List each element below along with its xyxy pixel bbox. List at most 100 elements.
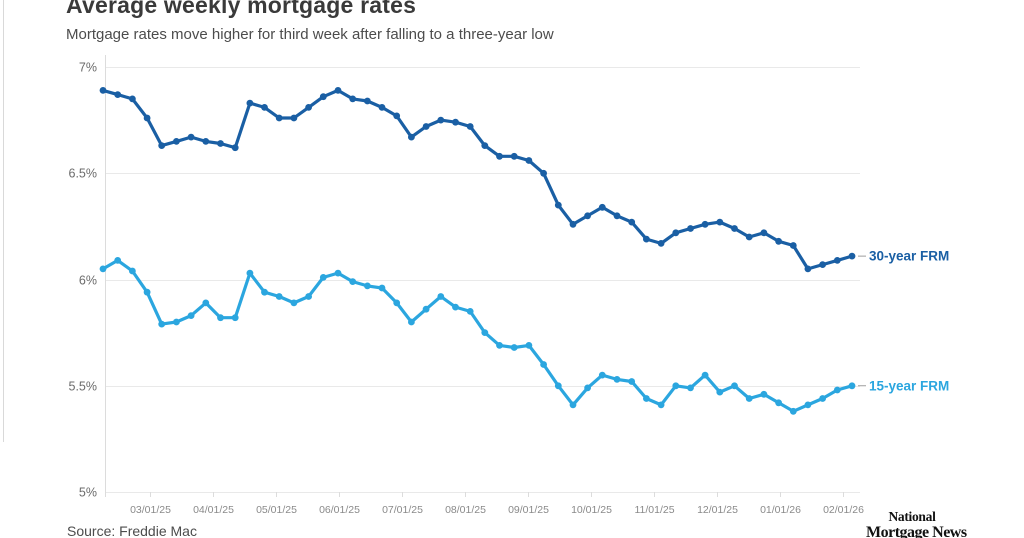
30-year-frm-point [319, 93, 327, 101]
x-tick-label: 07/01/25 [382, 504, 423, 516]
30-year-frm-point [246, 99, 254, 107]
x-tick-label: 10/01/25 [571, 504, 612, 516]
30-year-frm-point [760, 229, 768, 237]
15-year-frm-point [613, 376, 621, 383]
30-year-frm-point [775, 237, 782, 245]
logo-line-2: Mortgage News [866, 523, 967, 538]
15-year-frm-point [628, 378, 636, 385]
15-year-frm-point [275, 293, 283, 300]
15-year-frm-point [305, 293, 312, 300]
15-year-frm-point [202, 299, 210, 307]
series-15-year-frm: 15-year FRM [99, 257, 949, 415]
15-year-frm-point [334, 269, 342, 277]
x-axis-labels: 03/01/25 04/01/25 05/01/25 06/01/25 07/01/25… [130, 504, 864, 516]
15-year-frm-point [378, 284, 386, 292]
15-year-frm-point [760, 390, 768, 398]
15-year-frm-point [173, 318, 180, 326]
30-year-frm-point [481, 142, 489, 150]
15-year-frm-point [290, 299, 298, 307]
chart-title: Average weekly mortgage rates [66, 0, 417, 18]
15-year-frm-point [701, 371, 709, 379]
30-year-frm-point [525, 157, 533, 164]
30-year-frm-point [540, 169, 547, 177]
30-year-frm-point [114, 91, 122, 98]
30-year-frm-point [496, 152, 503, 160]
15-year-frm-legend-label: 15-year FRM [869, 378, 949, 393]
30-year-frm-point [613, 212, 621, 220]
chart-subtitle: Mortgage rates move higher for third wee… [66, 26, 554, 43]
source-label: Source: Freddie Mac [67, 523, 197, 538]
30-year-frm-point [731, 225, 738, 232]
15-year-frm-point [481, 329, 489, 336]
30-year-frm-point [231, 144, 239, 152]
30-year-frm-point [833, 257, 841, 264]
logo-line-1: National [888, 509, 936, 524]
15-year-frm-point [143, 288, 151, 296]
y-tick-label: 5% [79, 486, 97, 500]
30-year-frm-point [99, 87, 107, 94]
x-tick-label: 03/01/25 [130, 504, 171, 516]
y-tick-label: 5.5% [69, 380, 98, 394]
30-year-frm-point [584, 212, 591, 220]
15-year-frm-point [217, 314, 224, 322]
x-tick-label: 12/01/25 [697, 504, 738, 516]
x-tick-label: 06/01/25 [319, 504, 360, 516]
15-year-frm-line [101, 258, 854, 413]
15-year-frm-point [833, 386, 841, 394]
left-edge-divider [3, 0, 4, 442]
15-year-frm-point [158, 320, 166, 328]
15-year-frm-point [598, 371, 606, 379]
x-tick-label: 09/01/25 [508, 504, 549, 516]
30-year-frm-point [672, 229, 680, 237]
30-year-frm-point [187, 133, 195, 141]
30-year-frm-point [202, 138, 210, 145]
30-year-frm-point [364, 97, 371, 105]
15-year-frm-point [422, 305, 430, 313]
30-year-frm-point [143, 114, 151, 122]
15-year-frm-point [261, 288, 268, 296]
y-tick-label: 7% [79, 61, 97, 75]
15-year-frm-point [466, 308, 474, 315]
15-year-frm-point [569, 401, 577, 409]
gridlines [105, 67, 860, 493]
30-year-frm-point [745, 233, 753, 241]
30-year-frm-point [393, 112, 401, 120]
15-year-frm-point [584, 384, 591, 392]
30-year-frm-point [789, 242, 797, 249]
15-year-frm-point [231, 314, 239, 322]
series-30-year-frm: 30-year FRM [99, 87, 949, 273]
15-year-frm-point [408, 318, 415, 326]
30-year-frm-point [510, 152, 518, 160]
15-year-frm-point [554, 382, 562, 390]
30-year-frm-point [129, 95, 136, 103]
30-year-frm-point [173, 138, 180, 145]
15-year-frm-point [804, 401, 812, 409]
15-year-frm-point [496, 342, 503, 349]
15-year-frm-point [819, 395, 826, 402]
15-year-frm-point [848, 382, 856, 390]
y-tick-label: 6.5% [69, 167, 98, 181]
30-year-frm-point [275, 114, 283, 122]
x-tick-label: 02/01/26 [823, 504, 864, 516]
30-year-frm-point [349, 95, 357, 103]
15-year-frm-point [99, 265, 107, 273]
x-tick-label: 01/01/26 [760, 504, 801, 516]
30-year-frm-point [305, 104, 312, 111]
15-year-frm-point [187, 312, 195, 319]
30-year-frm-point [687, 225, 694, 232]
15-year-frm-point [246, 269, 254, 277]
y-axis-labels: 7% 6.5% 6% 5.5% 5% [69, 61, 98, 500]
30-year-frm-point [217, 140, 224, 147]
30-year-frm-point [334, 87, 342, 94]
15-year-frm-point [129, 267, 136, 275]
30-year-frm-point [158, 142, 166, 150]
30-year-frm-point [569, 220, 577, 228]
x-tick-label: 05/01/25 [256, 504, 297, 516]
x-tick-label: 08/01/25 [445, 504, 486, 516]
15-year-frm-point [687, 384, 694, 392]
15-year-frm-point [540, 361, 547, 368]
30-year-frm-point [643, 235, 650, 243]
30-year-frm-point [804, 265, 812, 273]
30-year-frm-point [261, 104, 268, 111]
